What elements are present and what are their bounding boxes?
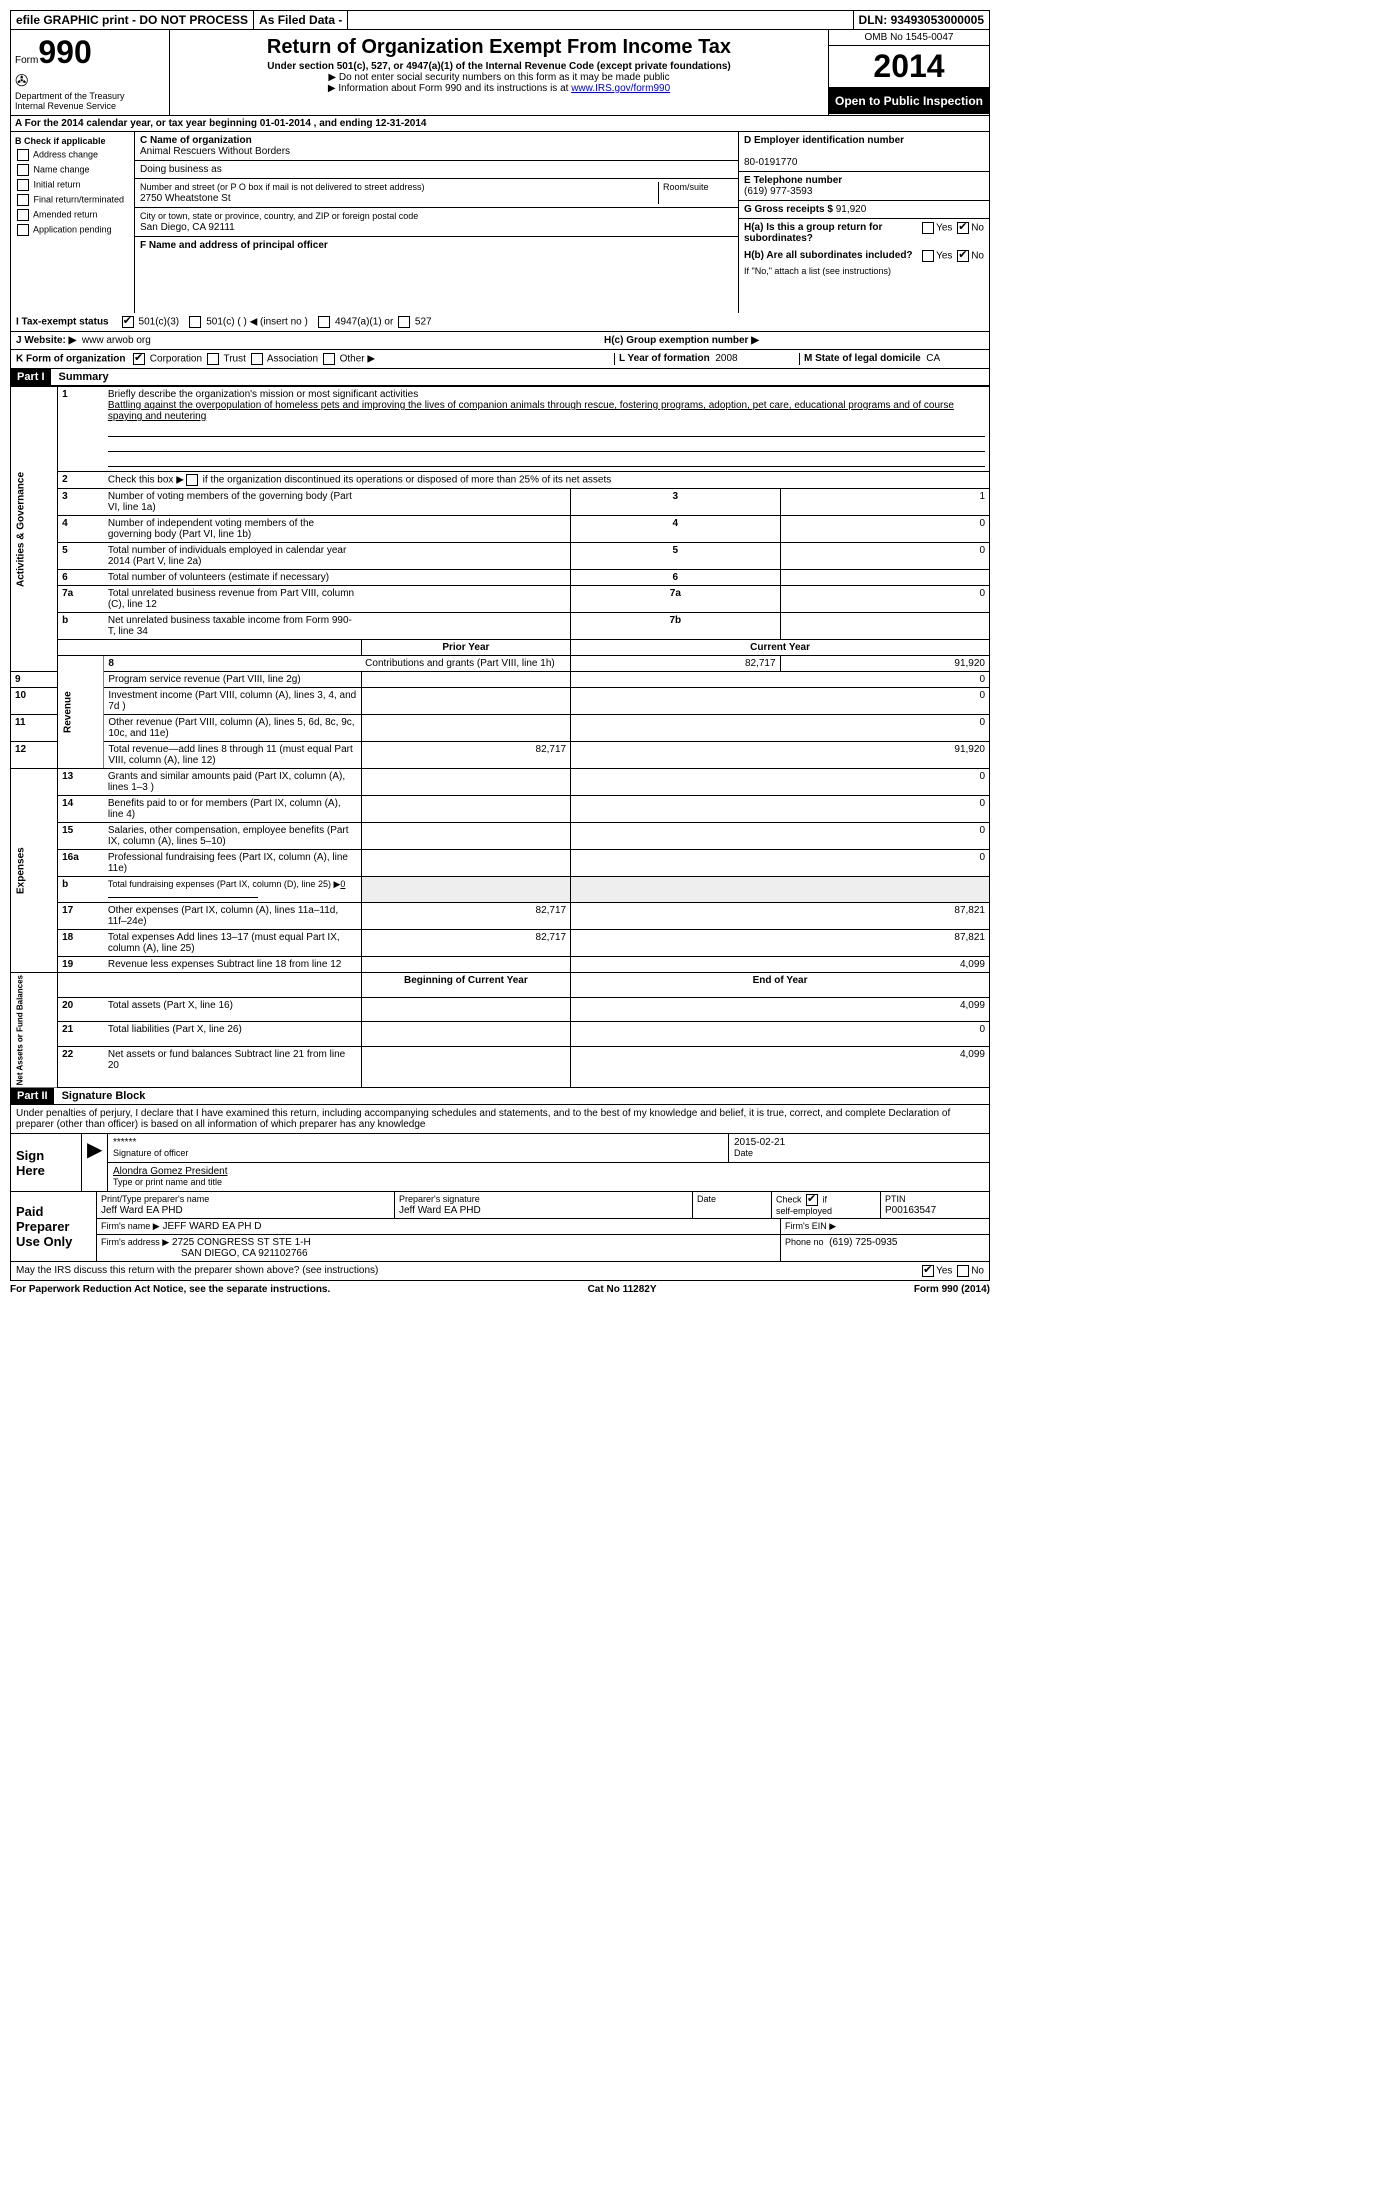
chk-501c[interactable] <box>189 316 201 328</box>
chk-initial-return[interactable] <box>17 179 29 191</box>
omb-number: OMB No 1545-0047 <box>829 30 989 46</box>
gross-receipts: 91,920 <box>836 204 867 215</box>
org-city: San Diego, CA 92111 <box>140 222 235 233</box>
chk-discontinued[interactable] <box>186 474 198 486</box>
chk-hb-no[interactable] <box>957 250 969 262</box>
dln: DLN: 93493053000005 <box>854 11 989 29</box>
chk-discuss-no[interactable] <box>957 1265 969 1277</box>
chk-hb-yes[interactable] <box>922 250 934 262</box>
chk-address-change[interactable] <box>17 149 29 161</box>
part-i-summary: Activities & Governance 1 Briefly descri… <box>10 386 990 1088</box>
form-title: Return of Organization Exempt From Incom… <box>178 36 820 59</box>
label-revenue: Revenue <box>58 656 104 769</box>
identity-block: B Check if applicable Address change Nam… <box>10 132 990 313</box>
chk-other[interactable] <box>323 353 335 365</box>
chk-501c3[interactable] <box>122 316 134 328</box>
ptin: P00163547 <box>885 1205 936 1216</box>
officer-name: Alondra Gomez President <box>113 1166 228 1177</box>
row-k-form-org: K Form of organization Corporation Trust… <box>10 350 990 369</box>
form-number: 990 <box>38 34 91 70</box>
firm-addr2: SAN DIEGO, CA 921102766 <box>181 1248 308 1259</box>
label-netassets: Net Assets or Fund Balances <box>11 973 58 1088</box>
label-activities: Activities & Governance <box>11 387 58 672</box>
chk-amended[interactable] <box>17 209 29 221</box>
phone: (619) 977-3593 <box>744 186 812 197</box>
mission-text: Battling against the overpopulation of h… <box>108 400 954 422</box>
row-i-tax-exempt: I Tax-exempt status 501(c)(3) 501(c) ( )… <box>10 313 990 332</box>
chk-527[interactable] <box>398 316 410 328</box>
row-j-website: J Website: ▶ www arwob org H(c) Group ex… <box>10 332 990 350</box>
signature-area: Sign Here ▶ ****** Signature of officer … <box>10 1134 990 1281</box>
chk-corp[interactable] <box>133 353 145 365</box>
open-inspection: Open to Public Inspection <box>829 88 989 114</box>
col-b-checkboxes: B Check if applicable Address change Nam… <box>11 132 135 313</box>
chk-name-change[interactable] <box>17 164 29 176</box>
chk-app-pending[interactable] <box>17 224 29 236</box>
footer: For Paperwork Reduction Act Notice, see … <box>10 1281 990 1295</box>
org-name: Animal Rescuers Without Borders <box>140 146 290 157</box>
label-expenses: Expenses <box>11 769 58 973</box>
chk-ha-no[interactable] <box>957 222 969 234</box>
sign-date: 2015-02-21 <box>734 1137 785 1148</box>
tax-year: 2014 <box>829 46 989 88</box>
firm-addr1: 2725 CONGRESS ST STE 1-H <box>172 1237 311 1248</box>
chk-assoc[interactable] <box>251 353 263 365</box>
form-header: Form990 ✇ Department of the Treasury Int… <box>10 30 990 116</box>
efile-label: efile GRAPHIC print - DO NOT PROCESS <box>11 11 254 29</box>
part-i-header: Part ISummary <box>10 369 990 386</box>
ein: 80-0191770 <box>744 157 797 168</box>
firm-name: JEFF WARD EA PH D <box>162 1221 261 1232</box>
asfiled-label: As Filed Data - <box>254 11 348 29</box>
org-address: 2750 Wheatstone St <box>140 193 231 204</box>
chk-ha-yes[interactable] <box>922 222 934 234</box>
perjury-statement: Under penalties of perjury, I declare th… <box>10 1105 990 1134</box>
chk-self-employed[interactable] <box>806 1194 818 1206</box>
header-bar: efile GRAPHIC print - DO NOT PROCESS As … <box>10 10 990 30</box>
website: www arwob org <box>82 335 151 346</box>
preparer-name: Jeff Ward EA PHD <box>101 1205 183 1216</box>
firm-phone: (619) 725-0935 <box>829 1237 897 1248</box>
row-a-tax-year: A For the 2014 calendar year, or tax yea… <box>10 116 990 132</box>
part-ii-header: Part IISignature Block <box>10 1088 990 1105</box>
chk-4947[interactable] <box>318 316 330 328</box>
chk-discuss-yes[interactable] <box>922 1265 934 1277</box>
chk-trust[interactable] <box>207 353 219 365</box>
irs-link[interactable]: www.IRS.gov/form990 <box>571 83 670 94</box>
chk-final-return[interactable] <box>17 194 29 206</box>
